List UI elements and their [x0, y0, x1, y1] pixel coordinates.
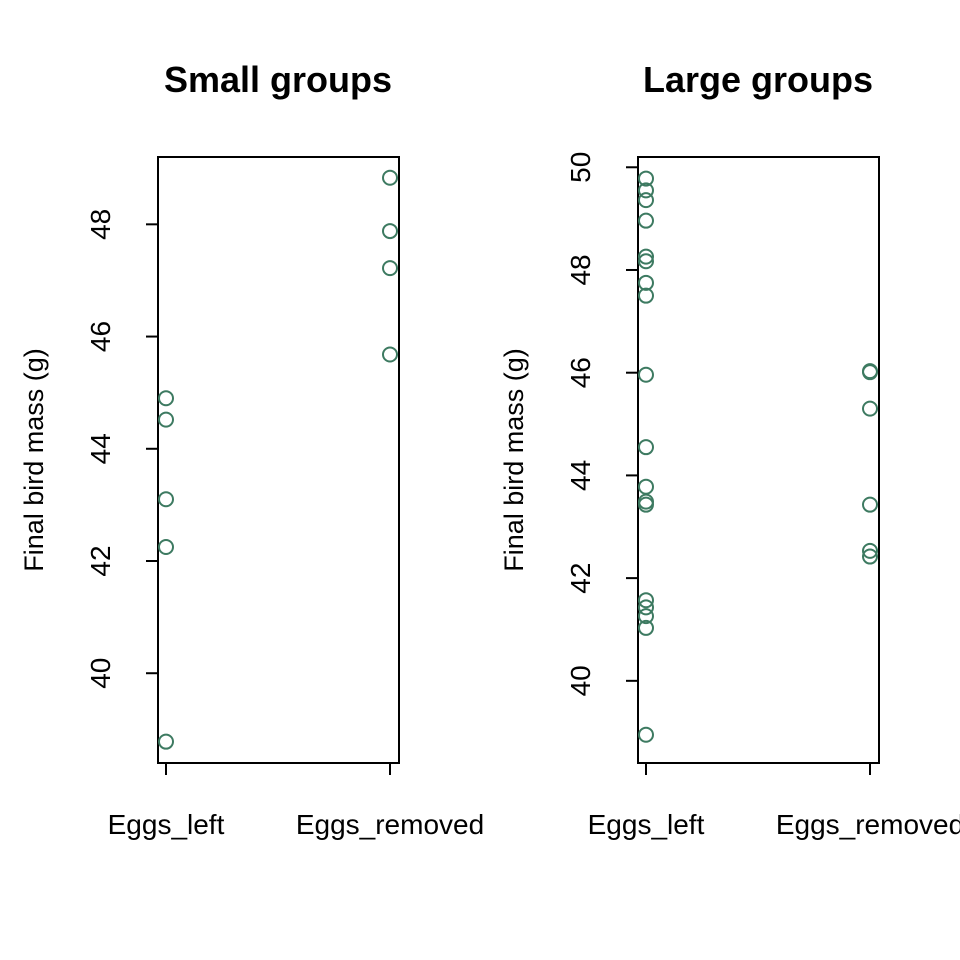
- data-point: [862, 548, 878, 565]
- data-point: [638, 496, 654, 513]
- y-axis-label: Final bird mass (g): [499, 348, 529, 572]
- data-point: [638, 439, 654, 456]
- data-point: [638, 366, 654, 383]
- x-tick-label: Eggs_left: [108, 809, 225, 840]
- y-tick-label: 50: [565, 152, 596, 183]
- plot-frame: [637, 156, 880, 764]
- data-point: [638, 619, 654, 636]
- data-point: [158, 491, 174, 508]
- data-point: [638, 274, 654, 291]
- data-point: [638, 592, 654, 609]
- x-tick-label: Eggs_removed: [296, 809, 484, 840]
- data-point: [862, 496, 878, 513]
- data-point: [862, 364, 878, 381]
- data-point: [638, 182, 654, 199]
- data-point: [382, 346, 398, 363]
- data-point: [638, 212, 654, 229]
- data-point: [638, 599, 654, 616]
- data-point: [638, 608, 654, 625]
- y-tick-label: 40: [85, 658, 116, 689]
- chart-title: Large groups: [643, 59, 873, 100]
- data-point: [638, 170, 654, 187]
- y-tick-label: 42: [85, 545, 116, 576]
- data-point: [158, 411, 174, 428]
- data-point: [638, 478, 654, 495]
- data-point: [638, 248, 654, 265]
- data-point: [382, 260, 398, 277]
- data-point: [638, 253, 654, 270]
- chart-title: Small groups: [164, 59, 392, 100]
- y-tick-label: 44: [85, 433, 116, 464]
- data-point: [638, 287, 654, 304]
- data-point: [862, 542, 878, 559]
- plot-frame: [157, 156, 400, 764]
- y-tick-label: 40: [565, 665, 596, 696]
- data-point: [158, 390, 174, 407]
- y-tick-label: 44: [565, 460, 596, 491]
- data-point: [382, 223, 398, 240]
- y-tick-label: 48: [565, 254, 596, 285]
- data-point: [638, 192, 654, 209]
- x-tick-label: Eggs_left: [588, 809, 705, 840]
- data-point: [382, 169, 398, 186]
- data-point: [638, 726, 654, 743]
- y-tick-label: 46: [85, 321, 116, 352]
- data-point: [158, 538, 174, 555]
- y-tick-label: 48: [85, 209, 116, 240]
- y-tick-label: 42: [565, 563, 596, 594]
- y-axis-label: Final bird mass (g): [19, 348, 49, 572]
- x-tick-label: Eggs_removed: [776, 809, 960, 840]
- data-point: [158, 733, 174, 750]
- data-point: [862, 400, 878, 417]
- y-tick-label: 46: [565, 357, 596, 388]
